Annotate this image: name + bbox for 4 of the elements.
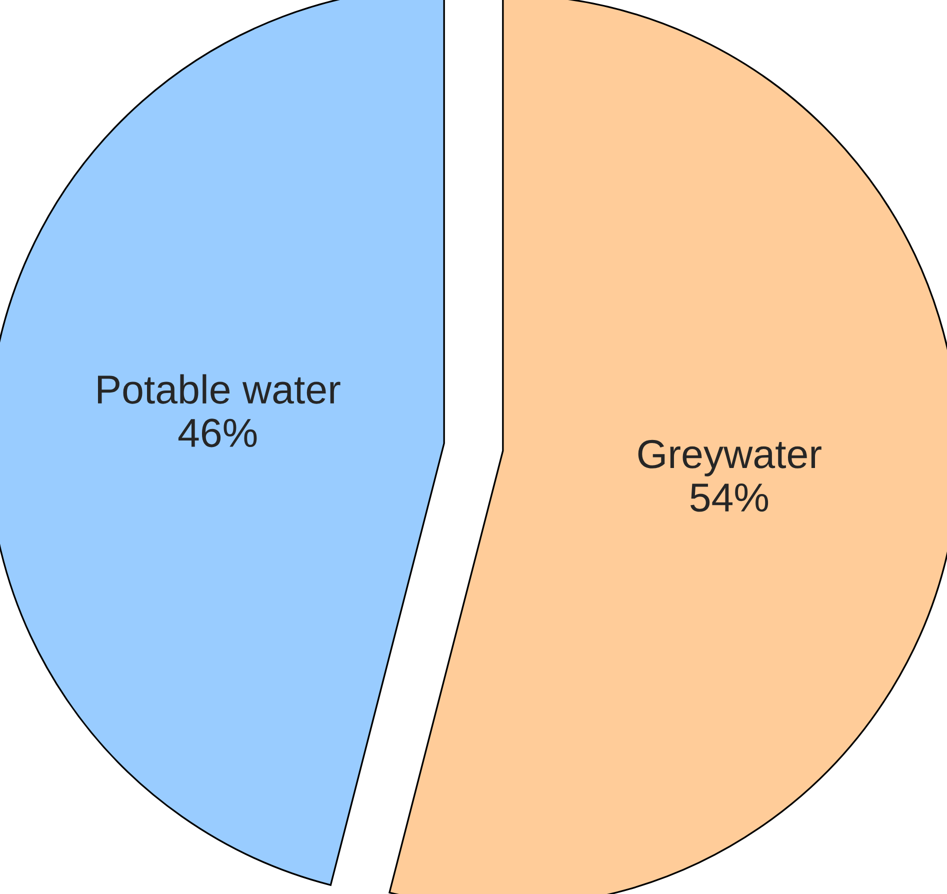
slice-label: Potable water [98,374,340,404]
slice-label: Greywater [638,440,822,476]
data-label: 46% [178,418,257,448]
data-label: 54% [690,483,768,512]
